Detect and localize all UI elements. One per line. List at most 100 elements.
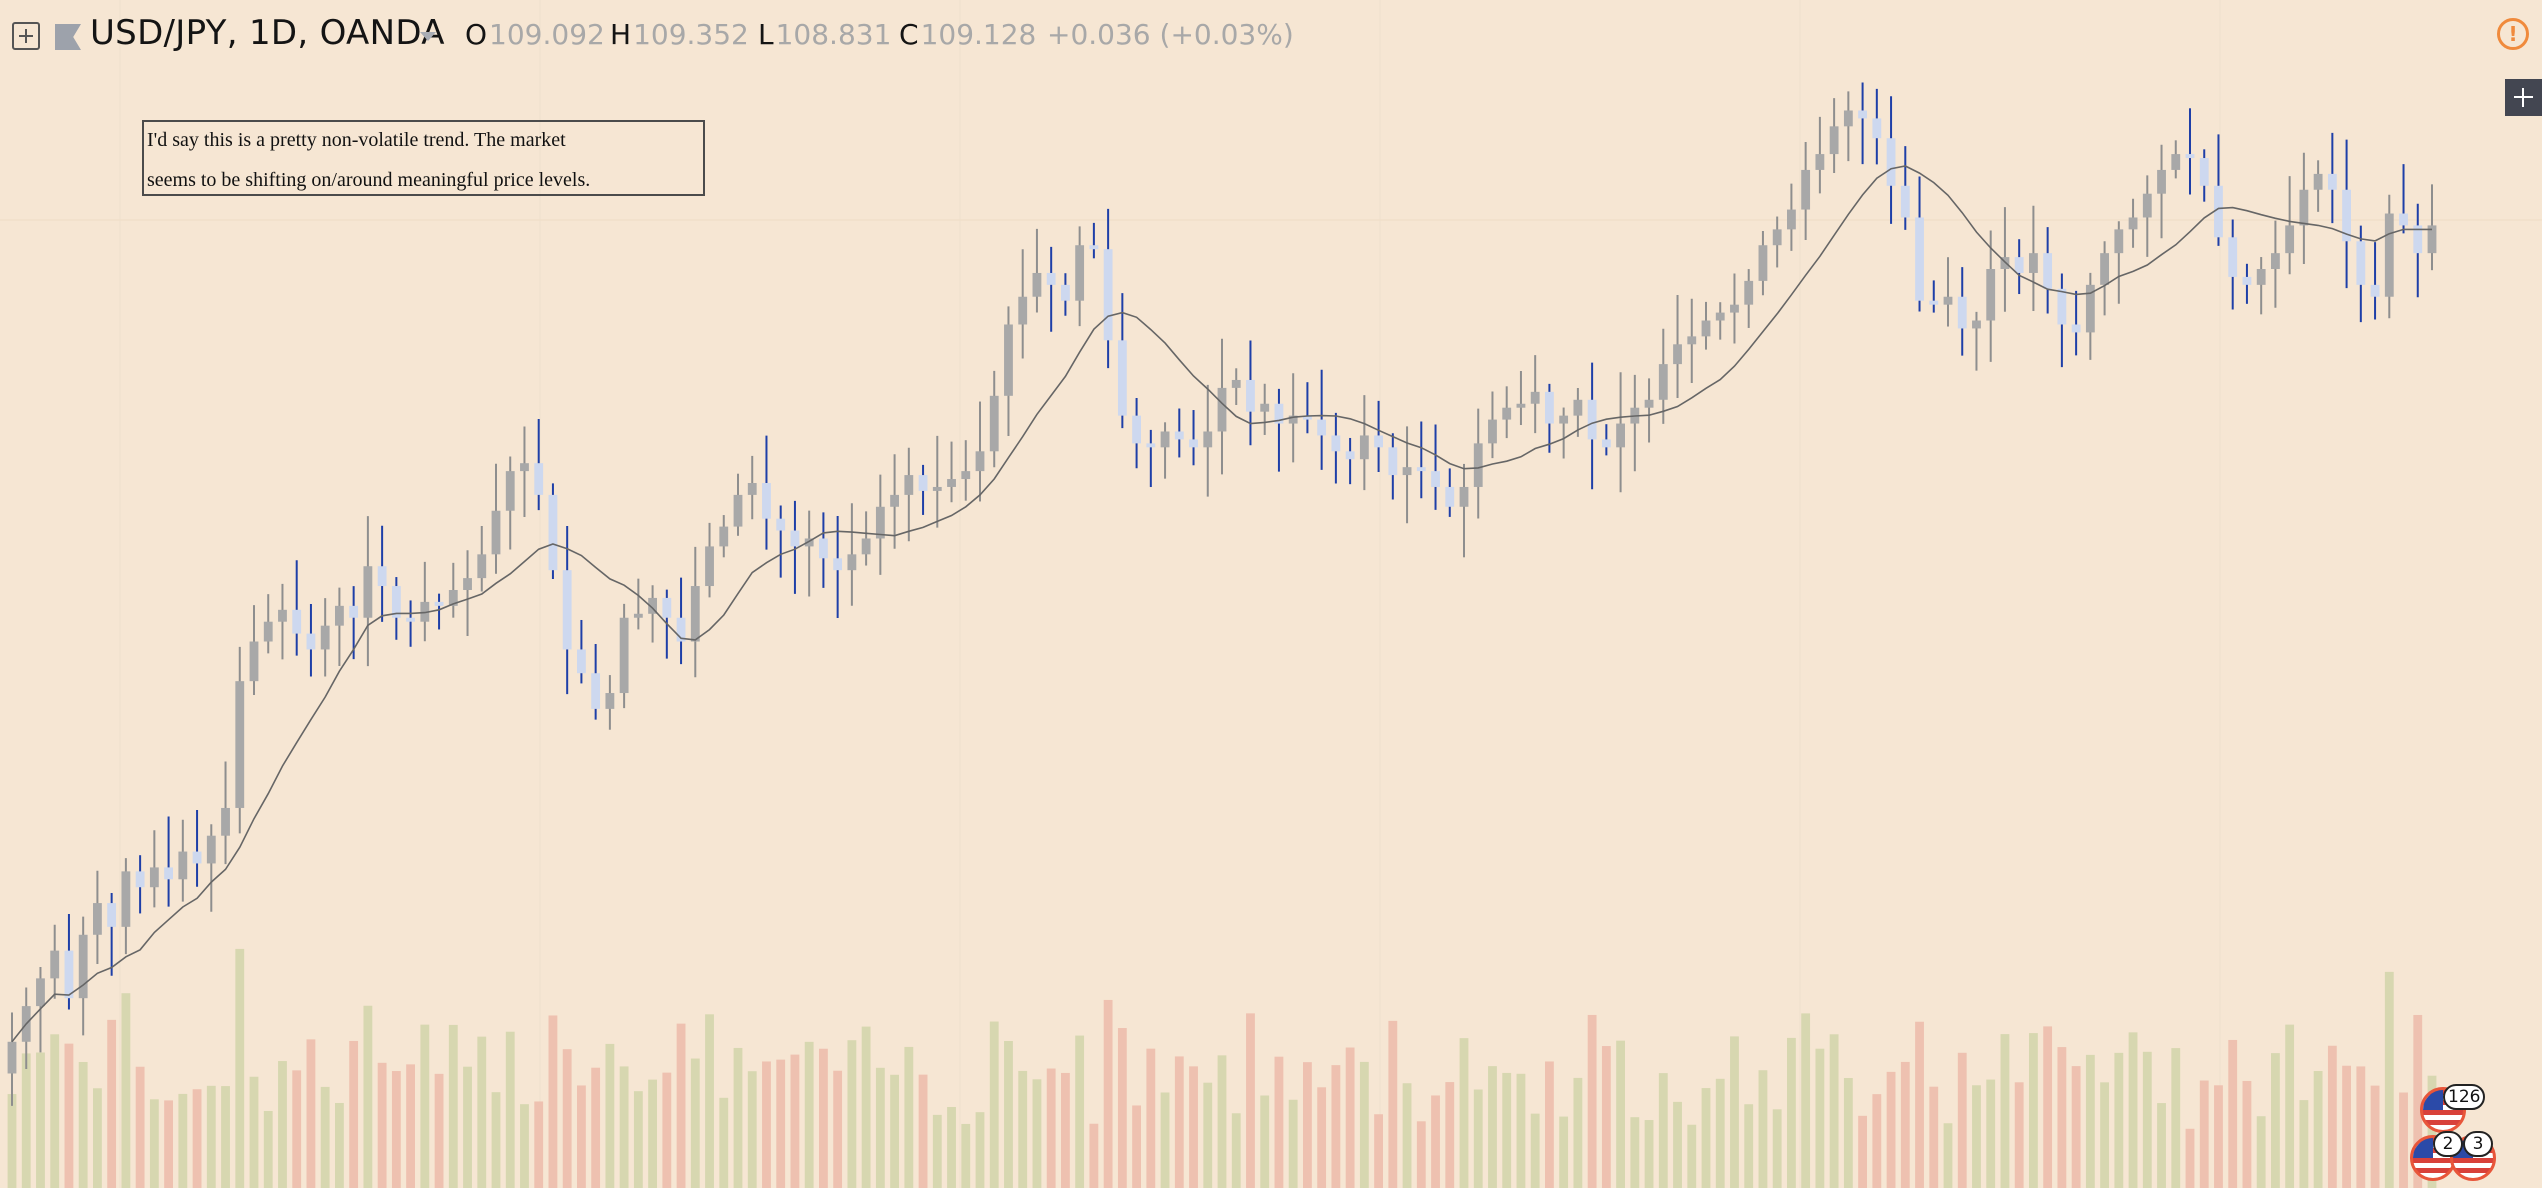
volume-bar [2071, 1066, 2081, 1188]
volume-bar [1673, 1101, 1682, 1188]
event-count-badge[interactable]: 3 [2463, 1131, 2493, 1157]
volume-bar [776, 1059, 786, 1188]
event-count-badge[interactable]: 126 [2443, 1084, 2486, 1110]
annotation-line-2: seems to be shifting on/around meaningfu… [147, 169, 591, 191]
volume-bar [2413, 1014, 2423, 1188]
volume-bar [263, 1110, 273, 1188]
candle-body [1730, 304, 1739, 313]
candle-body [1416, 467, 1426, 472]
candle-body [1915, 217, 1924, 301]
volume-bar [334, 1102, 344, 1188]
candle-body [463, 578, 472, 590]
volume-bar [1730, 1036, 1739, 1188]
candle-body [790, 530, 800, 547]
candle-body [1374, 435, 1384, 448]
candle-body [2071, 324, 2081, 333]
candle-body [78, 934, 88, 999]
volume-bar [676, 1023, 686, 1188]
candle-body [520, 463, 529, 472]
volume-bar [932, 1114, 942, 1188]
volume-bar [463, 1066, 472, 1188]
candle-body [2413, 225, 2423, 254]
candle-body [1160, 431, 1170, 448]
candle-body [1673, 344, 1682, 365]
candle-body [1616, 423, 1626, 448]
candle-body [619, 617, 629, 694]
candle-body [1288, 415, 1298, 424]
candle-body [1473, 443, 1483, 487]
volume-bar [1217, 1055, 1227, 1188]
candle-body [2342, 189, 2352, 242]
volume-bar [2100, 1082, 2110, 1188]
volume-bar [1317, 1087, 1327, 1188]
candle-body [178, 851, 188, 880]
candle-body [2057, 288, 2067, 325]
volume-bar [2014, 1082, 2024, 1188]
candle-body [2242, 276, 2252, 285]
volume-bar [2384, 971, 2394, 1188]
candle-body [1972, 320, 1981, 329]
candle-body [719, 526, 729, 547]
volume-bar [1858, 1115, 1868, 1188]
candle-body [1231, 379, 1241, 388]
candle-body [235, 681, 245, 808]
volume-bar [576, 1085, 586, 1188]
volume-bar [747, 1071, 757, 1188]
candle-body [818, 538, 828, 559]
volume-bar [1915, 1021, 1924, 1188]
chevron-down-icon[interactable] [420, 32, 436, 41]
volume-bar [1004, 1040, 1013, 1188]
alert-icon[interactable]: ! [2497, 18, 2529, 50]
event-count-badge[interactable]: 2 [2433, 1131, 2463, 1157]
symbol-title[interactable]: USD/JPY, 1D, OANDA [90, 13, 445, 53]
volume-bar [890, 1074, 900, 1188]
volume-bar [2171, 1048, 2181, 1188]
candle-body [1544, 391, 1554, 424]
volume-bar [178, 1093, 188, 1188]
volume-bar [1416, 1121, 1426, 1188]
volume-bar [1260, 1095, 1270, 1188]
volume-bar [1715, 1078, 1725, 1188]
volume-bar [278, 1061, 287, 1188]
candle-body [1388, 447, 1398, 476]
candle-body [2427, 225, 2437, 254]
candle-body [932, 486, 942, 491]
volume-bar [292, 1070, 302, 1188]
candle-body [1829, 126, 1839, 155]
volume-bar [2085, 1054, 2095, 1188]
candle-body [2313, 173, 2323, 190]
candle-body [591, 673, 601, 709]
volume-bar [1189, 1066, 1198, 1188]
volume-bar [1302, 1062, 1312, 1188]
volume-bar [1644, 1120, 1654, 1188]
volume-bar [406, 1064, 416, 1188]
volume-bar [1986, 1079, 1996, 1188]
volume-bars [7, 948, 2437, 1188]
volume-bar [534, 1101, 544, 1188]
candle-body [1986, 269, 1996, 321]
candle-body [1046, 272, 1056, 285]
volume-bar [107, 1019, 117, 1188]
volume-bar [50, 1034, 60, 1188]
volume-bar [1943, 1123, 1953, 1188]
candle-body [733, 494, 743, 527]
plus-icon[interactable] [2505, 79, 2542, 116]
candle-body [548, 494, 558, 571]
candle-body [434, 601, 444, 606]
flag-icon[interactable] [55, 24, 81, 50]
candle-body [847, 554, 857, 571]
volume-bar [1544, 1061, 1554, 1188]
candle-body [278, 609, 287, 622]
candle-body [406, 617, 416, 622]
open-value: 109.092 [489, 18, 605, 51]
volume-bar [648, 1079, 658, 1188]
text-annotation[interactable]: I'd say this is a pretty non-volatile tr… [142, 120, 705, 196]
add-symbol-icon[interactable] [12, 22, 40, 50]
volume-bar [961, 1123, 971, 1188]
candle-body [2384, 213, 2394, 297]
high-key: H [610, 18, 632, 51]
volume-bar [1075, 1035, 1085, 1188]
volume-bar [320, 1086, 330, 1188]
candle-body [1744, 280, 1754, 305]
